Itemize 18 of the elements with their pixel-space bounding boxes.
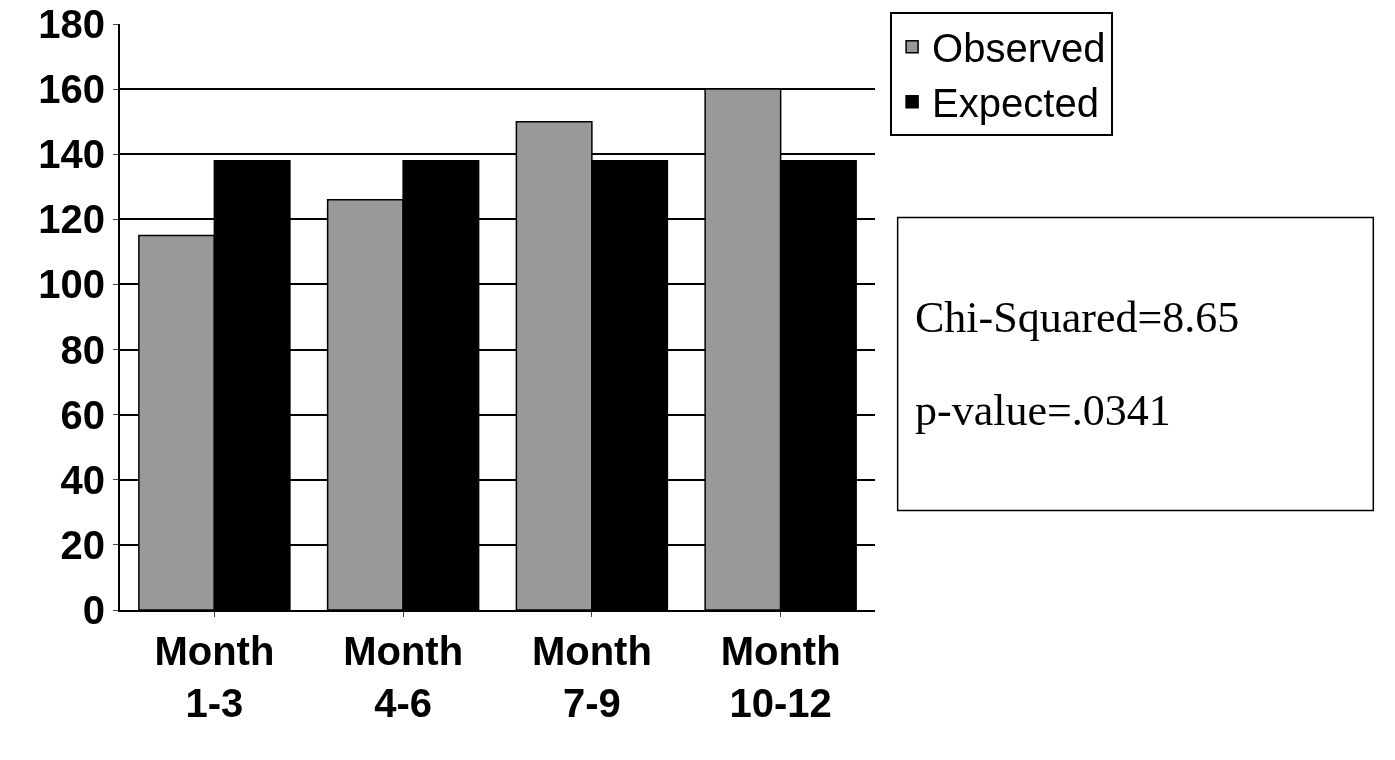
y-tick-label: 160 bbox=[38, 67, 105, 112]
y-tick-label: 20 bbox=[60, 522, 105, 567]
legend-label: Expected bbox=[932, 81, 1099, 126]
x-tick-label: Month 4-6 bbox=[343, 629, 464, 725]
x-tick-label: Month 7-9 bbox=[531, 629, 652, 725]
y-tick-label: 120 bbox=[38, 197, 105, 242]
y-tick-label: 140 bbox=[38, 132, 105, 177]
y-tick-label: 60 bbox=[60, 392, 105, 437]
x-tick-label: Month 1-3 bbox=[154, 629, 275, 725]
y-tick-label: 100 bbox=[38, 262, 105, 307]
y-tick-label: 80 bbox=[60, 327, 105, 372]
text: p-value=.0341 bbox=[915, 386, 1171, 435]
text: Chi-Squared=8.65 bbox=[915, 293, 1240, 342]
y-tick-label: 0 bbox=[82, 588, 105, 632]
y-tick-label: 40 bbox=[60, 457, 105, 502]
legend-label: Observed bbox=[932, 26, 1106, 71]
x-tick-label: Month 10-12 bbox=[720, 629, 841, 725]
y-tick-label: 180 bbox=[38, 2, 105, 46]
